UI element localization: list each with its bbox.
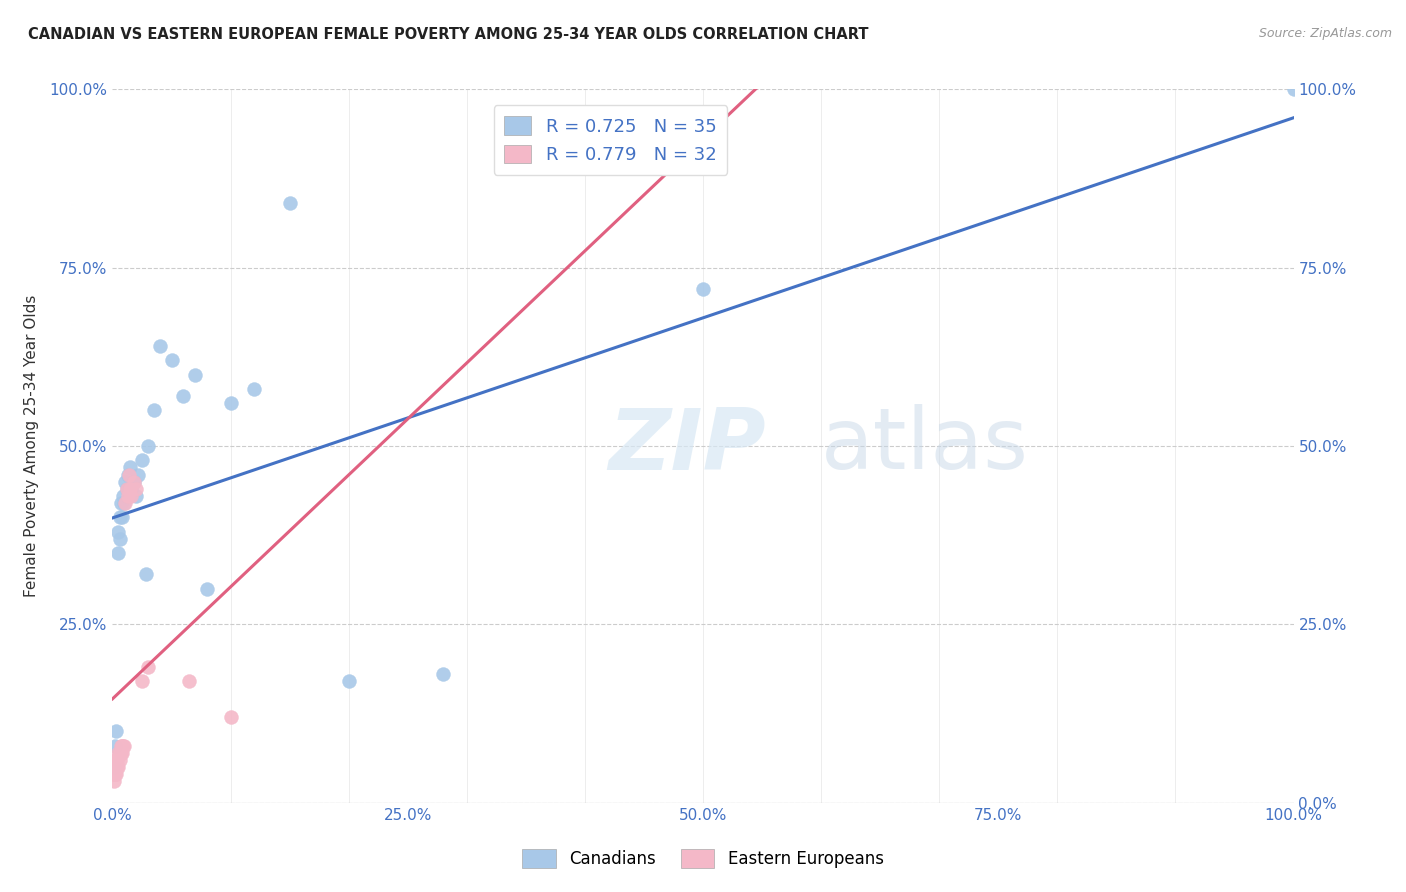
Point [107,546,129,560]
Point [136,660,159,674]
Point [122,475,145,489]
Point [103,767,125,781]
Point [110,739,132,753]
Point [112,496,135,510]
Point [108,532,131,546]
Point [337,674,360,689]
Point [115,482,138,496]
Point [111,746,134,760]
Point [118,467,141,482]
Point [135,567,157,582]
Point [117,467,139,482]
Point [184,368,207,382]
Point [160,353,183,368]
Point [104,739,127,753]
Point [120,482,142,496]
Point [115,482,138,496]
Point [131,453,153,467]
Point [112,489,135,503]
Point [172,389,194,403]
Point [114,475,136,489]
Point [108,746,131,760]
Point [278,196,301,211]
Text: ZIP: ZIP [609,404,766,488]
Point [131,674,153,689]
Point [108,510,131,524]
Legend: R = 0.725   N = 35, R = 0.779   N = 32: R = 0.725 N = 35, R = 0.779 N = 32 [494,105,727,175]
Point [1282,82,1305,96]
Point [108,753,131,767]
Point [104,760,127,774]
Point [105,760,128,774]
Point [692,282,714,296]
Point [105,724,128,739]
Text: atlas: atlas [821,404,1029,488]
Point [142,403,165,417]
Point [219,396,242,410]
Point [120,489,142,503]
Point [122,475,145,489]
Point [219,710,242,724]
Point [107,524,129,539]
Point [110,746,132,760]
Point [105,753,128,767]
Point [432,667,454,681]
Point [179,674,201,689]
Text: Source: ZipAtlas.com: Source: ZipAtlas.com [1258,27,1392,40]
Point [112,739,135,753]
Point [107,746,129,760]
Point [120,460,142,475]
Point [149,339,172,353]
Point [112,739,135,753]
Point [111,510,134,524]
Point [117,489,139,503]
Y-axis label: Female Poverty Among 25-34 Year Olds: Female Poverty Among 25-34 Year Olds [24,295,38,597]
Point [114,496,136,510]
Point [243,382,266,396]
Point [195,582,218,596]
Point [125,489,148,503]
Point [103,760,125,774]
Point [120,482,142,496]
Point [105,767,128,781]
Point [125,482,148,496]
Point [103,774,125,789]
Point [127,467,149,482]
Point [136,439,159,453]
Point [110,496,132,510]
Text: CANADIAN VS EASTERN EUROPEAN FEMALE POVERTY AMONG 25-34 YEAR OLDS CORRELATION CH: CANADIAN VS EASTERN EUROPEAN FEMALE POVE… [28,27,869,42]
Point [104,767,127,781]
Point [104,753,127,767]
Point [107,760,129,774]
Point [105,760,128,774]
Point [103,760,125,774]
Legend: Canadians, Eastern Europeans: Canadians, Eastern Europeans [516,842,890,875]
Point [111,739,134,753]
